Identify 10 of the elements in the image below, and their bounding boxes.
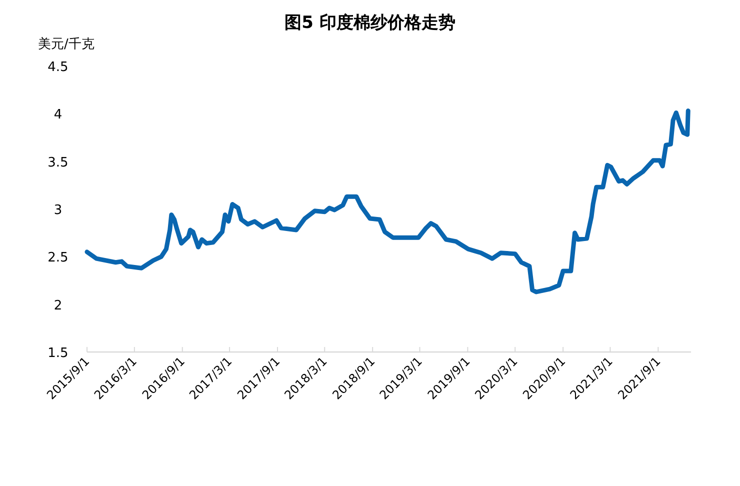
y-tick-label: 4.5 <box>48 60 68 75</box>
y-tick-label: 2 <box>54 298 62 314</box>
y-axis-title: 美元/千克 <box>38 36 94 52</box>
y-tick-label: 3.5 <box>48 155 68 170</box>
y-tick-label: 2.5 <box>48 250 68 266</box>
y-tick-label: 3 <box>54 203 62 218</box>
y-tick-label: 1.5 <box>48 346 68 361</box>
chart-title: 图5 印度棉纱价格走势 <box>284 13 456 33</box>
y-tick-label: 4 <box>54 108 62 123</box>
line-series <box>84 108 690 294</box>
